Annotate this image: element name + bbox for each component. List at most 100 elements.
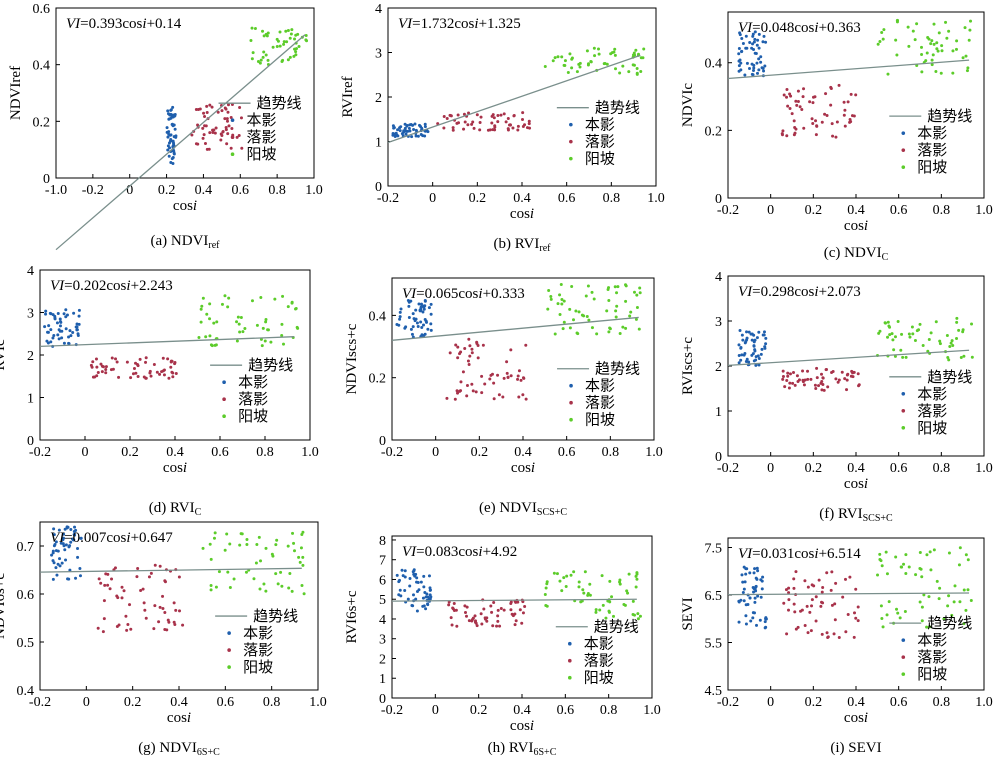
data-point — [403, 126, 407, 130]
data-point — [284, 29, 288, 33]
x-tick-label: 0 — [429, 191, 436, 206]
data-point — [471, 120, 475, 124]
data-point — [275, 538, 279, 542]
legend-label: 趋势线 — [253, 607, 298, 625]
legend-marker — [569, 400, 573, 405]
legend-label: 趋势线 — [595, 99, 640, 117]
data-point — [892, 348, 896, 352]
legend-label: 本影 — [585, 377, 615, 395]
data-point — [496, 120, 500, 124]
data-point — [568, 52, 572, 56]
data-point — [425, 592, 429, 596]
x-axis-label: cosi — [844, 218, 868, 234]
data-point — [512, 114, 516, 118]
data-point — [419, 302, 423, 306]
data-point — [454, 343, 458, 347]
data-point — [55, 321, 59, 325]
data-point — [213, 531, 217, 535]
data-point — [77, 322, 81, 326]
data-point — [787, 586, 791, 590]
data-point — [60, 329, 64, 333]
data-point — [813, 383, 817, 387]
trend-line — [55, 34, 306, 251]
data-point — [174, 134, 178, 138]
data-point — [948, 344, 952, 348]
data-point — [286, 305, 290, 309]
data-point — [928, 550, 932, 554]
data-point — [420, 326, 424, 330]
data-point — [757, 68, 761, 72]
data-point — [955, 337, 959, 341]
data-point — [72, 532, 76, 536]
trend-equation: VI=0.007cosi+0.647 — [50, 530, 173, 546]
data-point — [586, 284, 590, 288]
y-tick-label: 3 — [715, 315, 722, 330]
data-point — [297, 44, 301, 48]
data-point — [638, 614, 642, 618]
data-point — [942, 617, 946, 621]
data-point — [301, 555, 305, 559]
data-point — [249, 38, 253, 42]
panel-caption: (b) RVIref — [494, 236, 552, 254]
data-point — [202, 111, 206, 115]
series-1 — [737, 329, 768, 367]
y-tick-label: 2 — [375, 91, 382, 106]
data-point — [853, 611, 857, 615]
data-point — [219, 138, 223, 142]
y-tick-label: 0.2 — [705, 124, 723, 139]
data-point — [555, 572, 559, 576]
data-point — [560, 589, 564, 593]
data-point — [499, 113, 503, 117]
data-point — [99, 581, 103, 585]
data-point — [499, 607, 503, 611]
data-point — [474, 390, 478, 394]
data-point — [572, 318, 576, 322]
data-point — [787, 591, 791, 595]
y-tick-label: 3 — [27, 307, 34, 322]
data-point — [928, 625, 932, 629]
x-axis-label: cosi — [167, 710, 191, 726]
data-point — [802, 126, 806, 130]
data-point — [416, 324, 420, 328]
data-point — [262, 34, 266, 38]
data-point — [205, 111, 209, 115]
data-point — [966, 588, 970, 592]
y-tick-label: 7.5 — [705, 542, 723, 557]
data-point — [470, 351, 474, 355]
data-point — [842, 100, 846, 104]
data-point — [762, 333, 766, 337]
data-point — [259, 295, 263, 299]
x-tick-label: 0.4 — [513, 703, 531, 718]
data-point — [962, 354, 966, 358]
data-point — [633, 613, 637, 617]
data-point — [245, 538, 249, 542]
data-point — [58, 557, 62, 561]
y-tick-label: 1 — [379, 672, 386, 687]
legend-marker — [901, 426, 906, 430]
data-point — [197, 336, 201, 340]
data-point — [297, 555, 301, 559]
data-point — [621, 64, 625, 68]
data-point — [468, 354, 472, 358]
data-point — [631, 599, 635, 603]
legend-label: 本影 — [243, 624, 273, 642]
data-point — [616, 285, 620, 289]
data-point — [429, 322, 433, 326]
data-point — [300, 533, 304, 537]
data-point — [806, 369, 810, 373]
data-point — [743, 341, 747, 345]
data-point — [225, 117, 229, 121]
data-point — [584, 294, 588, 298]
data-point — [479, 612, 483, 616]
data-point — [505, 371, 509, 375]
data-point — [565, 574, 569, 578]
legend-label: 本影 — [917, 385, 947, 403]
x-tick-label: -0.2 — [381, 703, 403, 718]
data-point — [925, 625, 929, 629]
y-tick-label: 0.2 — [33, 115, 51, 130]
data-point — [199, 320, 203, 324]
data-point — [226, 132, 230, 136]
data-point — [470, 122, 474, 126]
data-point — [480, 622, 484, 626]
data-point — [125, 360, 129, 364]
